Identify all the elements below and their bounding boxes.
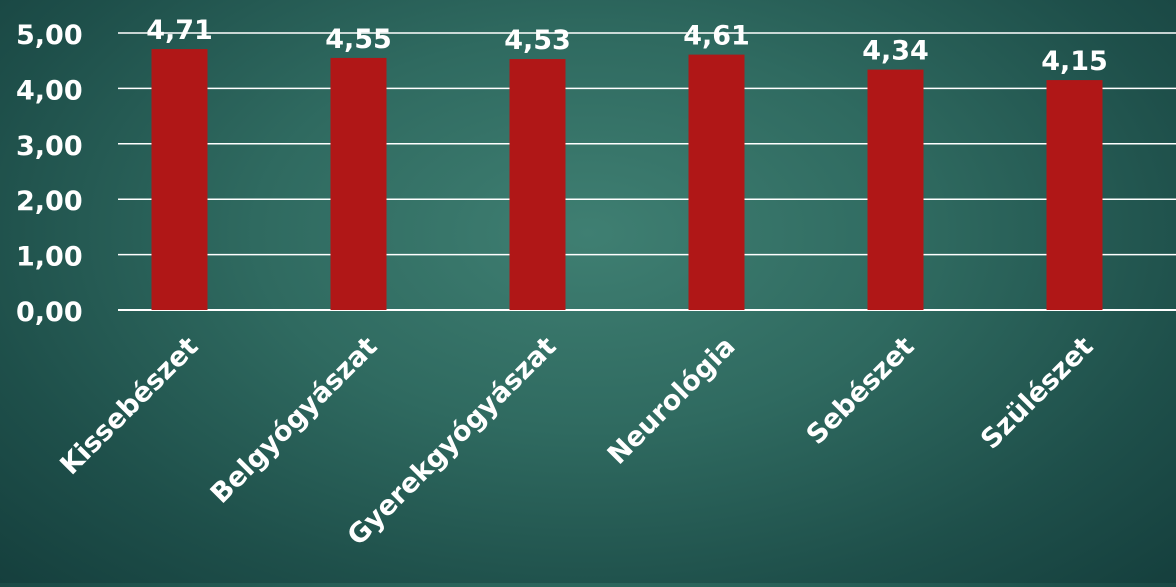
bar: [1046, 80, 1103, 310]
x-axis-category-labels: Kissebészet BelgyógyászatGyerekgyógyászat…: [54, 331, 1099, 552]
category-label: Szülészet: [975, 331, 1099, 455]
data-label: 4,34: [862, 36, 929, 67]
bar: [509, 59, 566, 311]
category-label: Belgyógyászat: [205, 331, 384, 510]
category-label: Sebészet: [801, 331, 921, 451]
y-axis-tick-labels: 0,00 1,00 2,00 3,00 4,00 5,00: [16, 20, 83, 328]
data-label: 4,61: [683, 21, 750, 52]
gridlines: [118, 32, 1176, 311]
bar: [688, 54, 745, 310]
data-label: 4,15: [1041, 46, 1108, 77]
y-tick-label: 4,00: [16, 75, 83, 106]
category-label: Neurológia: [602, 331, 742, 471]
bar: [330, 57, 387, 311]
category-label: Gyerekgyógyászat: [342, 331, 563, 552]
y-tick-label: 5,00: [16, 20, 83, 51]
data-label: 4,71: [146, 15, 213, 46]
data-label: 4,55: [325, 24, 392, 55]
y-tick-label: 3,00: [16, 131, 83, 162]
bar: [151, 49, 208, 310]
y-tick-label: 0,00: [16, 297, 83, 328]
y-tick-label: 1,00: [16, 242, 83, 273]
bars: [151, 49, 1103, 311]
bar: [867, 69, 924, 311]
data-label: 4,53: [504, 25, 571, 56]
y-tick-label: 2,00: [16, 186, 83, 217]
category-label: Kissebészet: [54, 331, 204, 481]
data-labels: 4,71 4,55 4,53 4,61 4,34 4,15: [146, 15, 1108, 77]
